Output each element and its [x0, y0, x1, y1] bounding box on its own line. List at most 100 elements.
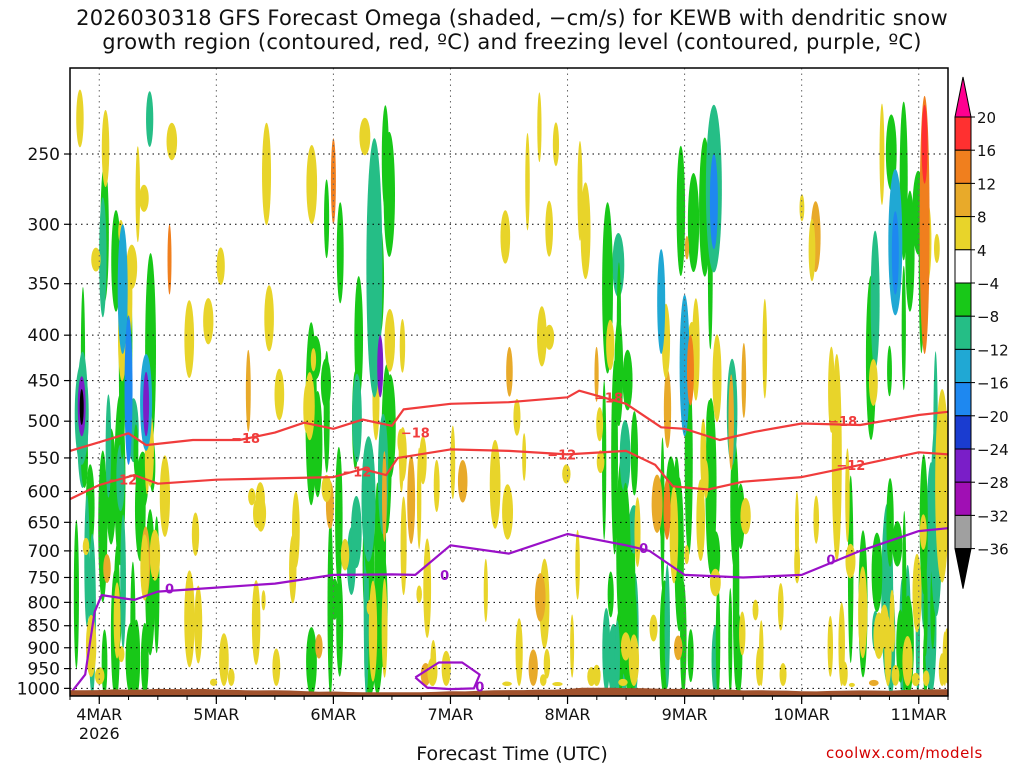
omega-ascent-cell [892, 521, 903, 567]
contour-label: −12 [342, 466, 371, 481]
y-tick-label: 650 [28, 513, 60, 533]
colorbar-segment [954, 315, 972, 350]
omega-ascent-cell [614, 316, 624, 427]
y-tick-label: 800 [28, 593, 60, 613]
omega-descent-cell [525, 132, 530, 231]
omega-descent-cell [868, 359, 878, 406]
omega-descent-cell [902, 636, 913, 687]
omega-descent-cell [91, 247, 101, 272]
omega-descent-cell [251, 580, 261, 666]
omega-descent-cell [919, 514, 927, 550]
contour-label: 0 [440, 569, 449, 584]
omega-descent-cell [101, 110, 110, 188]
grid-lines [70, 68, 948, 696]
x-tick-label: 9MAR [662, 705, 708, 724]
colorbar-label: 20 [977, 109, 996, 127]
omega-ascent-cell [323, 350, 330, 473]
omega-descent-cell [827, 615, 834, 677]
omega-descent-cell [126, 244, 138, 290]
contour-label: −12 [108, 474, 137, 489]
contour-label: 0 [475, 680, 484, 695]
omega-ascent-cell [84, 494, 90, 627]
omega-descent-cell [889, 589, 895, 635]
omega-ascent-cell [306, 627, 317, 696]
omega-ascent-cell [705, 398, 717, 575]
omega-descent-cell [794, 491, 799, 571]
y-tick-label: 500 [28, 412, 60, 432]
omega-ascent-cell [99, 197, 107, 318]
omega-ascent-cell [324, 179, 330, 259]
colorbar-label: −20 [977, 408, 1009, 426]
omega-descent-cell [227, 668, 235, 686]
omega-ascent-cell [614, 620, 620, 696]
omega-descent-cell [879, 103, 885, 205]
omega-core-cell [657, 249, 666, 354]
omega-ascent-cell [327, 517, 334, 696]
omega-descent-cell [416, 585, 422, 603]
omega-descent-cell [384, 309, 396, 372]
colorbar-segment [954, 348, 972, 384]
x-axis-label: Forecast Time (UTC) [416, 743, 608, 765]
omega-ascent-cell [676, 145, 686, 276]
omega-descent-cell [592, 664, 601, 686]
omega-ascent-cell [336, 572, 344, 677]
omega-ascent-cell [101, 629, 108, 696]
contour-label: 0 [826, 554, 835, 569]
omega-ascent-cell [146, 91, 154, 147]
y-tick-label: 900 [28, 639, 60, 659]
omega-ascent-cell [116, 444, 125, 512]
omega-descent-cell [368, 580, 378, 682]
omega-descent-cell [441, 650, 451, 686]
omega-descent-cell [397, 428, 405, 454]
omega-descent-cell [272, 648, 281, 687]
contour-labels: −18 −18 −18 −18 −12 −12 −12 −12 0 0 0 0 0 [108, 391, 865, 695]
omega-core-cell [831, 353, 842, 562]
contour-lines [70, 389, 948, 695]
colorbar-bottom-arrow [954, 548, 972, 589]
omega-descent-cell [419, 435, 427, 485]
omega-descent-cell [562, 464, 571, 484]
y-tick-label: 250 [28, 145, 60, 165]
colorbar-label: 8 [977, 209, 987, 227]
omega-ascent-cell [730, 438, 739, 569]
omega-descent-cell [261, 590, 266, 611]
omega-core-cell [935, 389, 948, 583]
chart-title: 2026030318 GFS Forecast Omega (shaded, −… [76, 6, 948, 54]
colorbar-label: −4 [977, 275, 999, 293]
omega-core-cell [79, 389, 84, 426]
omega-ascent-cell [622, 349, 633, 411]
omega-ascent-cell [870, 230, 880, 370]
omega-descent-cell [606, 319, 615, 371]
colorbar: 20 16 12 8 4 −4 −8 −12 −16 −20 −24 −28 −32 −36 [954, 76, 1009, 589]
omega-descent-cell [262, 122, 272, 226]
omega-descent-cell [209, 678, 218, 686]
omega-descent-cell [620, 632, 631, 661]
omega-core-cell [124, 315, 133, 465]
omega-ascent-cell [687, 629, 694, 683]
colorbar-label: −36 [977, 541, 1009, 559]
omega-ascent-cell [664, 564, 670, 688]
omega-core-cell [361, 436, 376, 562]
omega-descent-cell [813, 495, 820, 544]
x-tick-label: 4MAR [76, 705, 122, 724]
omega-descent-cell [423, 538, 432, 638]
omega-descent-cell [489, 439, 501, 529]
omega-descent-cell [274, 368, 285, 421]
omega-descent-cell [534, 573, 546, 622]
omega-core-cell [686, 335, 694, 406]
omega-descent-cell [536, 306, 547, 367]
omega-descent-cell [255, 482, 265, 518]
omega-descent-cell [522, 433, 527, 481]
omega-descent-cell [696, 479, 705, 562]
surface-terrain [70, 687, 948, 696]
omega-descent-cell [513, 398, 521, 436]
contour-label: −18 [828, 415, 857, 430]
omega-descent-cell [500, 210, 511, 264]
omega-descent-cell [382, 451, 387, 542]
omega-descent-cell [712, 334, 722, 423]
omega-descent-cell [502, 484, 514, 540]
omega-descent-cell [139, 184, 149, 212]
colorbar-label: −16 [977, 375, 1009, 393]
omega-descent-cell [922, 670, 930, 686]
omega-ascent-cell [105, 394, 112, 498]
